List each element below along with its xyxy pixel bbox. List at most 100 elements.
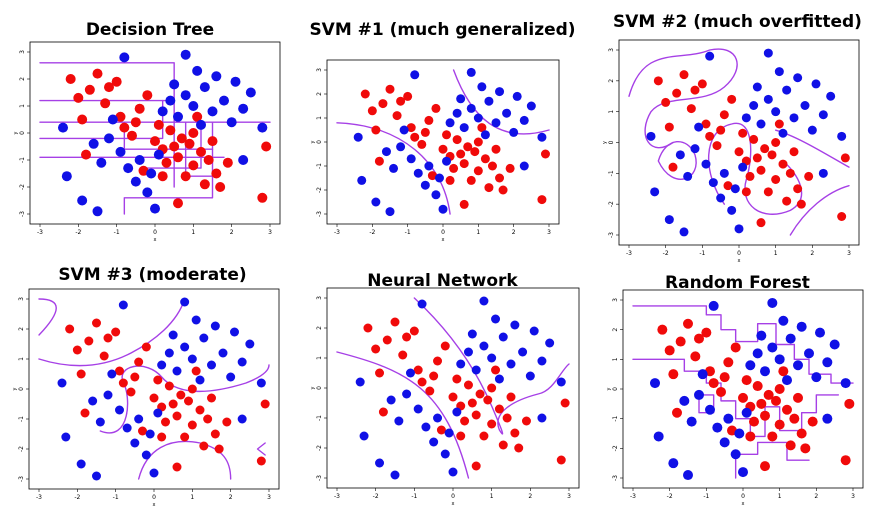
x-tick-label: -1 xyxy=(699,250,705,257)
point-red xyxy=(425,386,435,396)
point-red xyxy=(683,318,693,329)
y-tick-label: -3 xyxy=(612,475,619,481)
y-tick-label: 1 xyxy=(608,110,615,114)
x-tick-label: 2 xyxy=(512,229,516,236)
point-red xyxy=(172,411,182,421)
point-blue xyxy=(238,155,249,165)
point-blue xyxy=(763,94,773,104)
point-blue xyxy=(237,357,247,367)
point-red xyxy=(727,94,737,104)
y-tick-label: -1 xyxy=(316,415,323,421)
point-red xyxy=(261,141,272,152)
point-red xyxy=(410,132,420,142)
point-blue xyxy=(199,333,209,343)
scatter-points xyxy=(355,296,570,480)
point-red xyxy=(475,389,485,399)
point-blue xyxy=(463,347,473,357)
point-red xyxy=(719,110,729,120)
point-blue xyxy=(61,171,72,182)
panel-neural-network: Neural Network xyxy=(295,263,590,527)
point-red xyxy=(176,133,187,144)
point-blue xyxy=(180,342,190,352)
point-red xyxy=(398,350,408,360)
point-blue xyxy=(164,348,174,358)
point-red xyxy=(427,171,437,181)
point-blue xyxy=(822,413,833,424)
point-blue xyxy=(694,389,704,400)
point-red xyxy=(686,104,696,114)
point-red xyxy=(495,173,505,183)
chart-title: SVM #1 (much generalized) xyxy=(309,20,576,40)
point-red xyxy=(173,198,183,209)
point-red xyxy=(477,123,487,133)
y-tick-label: -1 xyxy=(612,415,619,421)
point-red xyxy=(431,103,441,113)
point-red xyxy=(723,181,733,191)
point-red xyxy=(92,318,101,328)
point-blue xyxy=(545,338,555,348)
panel-decision-tree: Decision Tree xyxy=(0,0,295,263)
y-tick-label: 3 xyxy=(19,50,26,54)
point-red xyxy=(471,410,481,420)
point-blue xyxy=(719,168,729,178)
y-tick-label: -2 xyxy=(612,445,619,451)
point-blue xyxy=(107,114,118,125)
point-red xyxy=(214,444,224,454)
point-blue xyxy=(448,467,458,477)
point-blue xyxy=(466,103,476,113)
x-axis-label: x xyxy=(738,258,741,264)
point-red xyxy=(752,381,763,392)
boundary-line xyxy=(256,442,266,456)
point-blue xyxy=(701,159,711,169)
point-red xyxy=(210,429,220,439)
point-blue xyxy=(402,389,412,399)
x-tick-label: 0 xyxy=(441,229,445,236)
point-blue xyxy=(519,115,529,125)
point-red xyxy=(191,366,201,376)
point-red xyxy=(169,141,180,152)
point-red xyxy=(199,441,209,451)
point-blue xyxy=(471,365,481,375)
y-tick-label: 0 xyxy=(316,140,323,144)
x-tick-label: -2 xyxy=(75,229,81,236)
point-red xyxy=(560,398,570,408)
point-red xyxy=(459,159,469,169)
y-tick-label: 3 xyxy=(608,48,615,52)
point-red xyxy=(789,147,799,157)
point-red xyxy=(741,187,751,197)
point-blue xyxy=(157,360,167,370)
point-blue xyxy=(421,422,431,432)
point-blue xyxy=(697,369,708,380)
point-red xyxy=(763,389,774,400)
point-red xyxy=(697,79,707,89)
point-blue xyxy=(390,470,400,480)
point-blue xyxy=(502,108,512,118)
point-red xyxy=(749,416,759,427)
point-blue xyxy=(386,395,396,405)
point-red xyxy=(363,323,373,333)
point-blue xyxy=(157,106,168,117)
y-tick-label: 1 xyxy=(316,116,323,120)
y-tick-label: -2 xyxy=(18,446,25,452)
point-blue xyxy=(444,428,454,438)
point-red xyxy=(452,374,462,384)
point-red xyxy=(752,153,762,163)
y-tick-label: -3 xyxy=(608,232,615,238)
point-blue xyxy=(646,131,656,141)
point-blue xyxy=(756,119,766,129)
point-red xyxy=(84,336,94,346)
point-blue xyxy=(487,353,497,363)
point-red xyxy=(487,419,497,429)
point-blue xyxy=(510,320,520,330)
point-blue xyxy=(518,347,528,357)
point-blue xyxy=(76,459,86,469)
point-blue xyxy=(245,87,256,98)
point-red xyxy=(207,136,218,147)
point-red xyxy=(165,125,176,136)
plot-frame xyxy=(326,59,560,225)
point-red xyxy=(211,168,222,179)
point-red xyxy=(157,432,167,442)
boundary-line xyxy=(99,364,270,434)
point-blue xyxy=(359,431,369,441)
point-blue xyxy=(429,437,439,447)
